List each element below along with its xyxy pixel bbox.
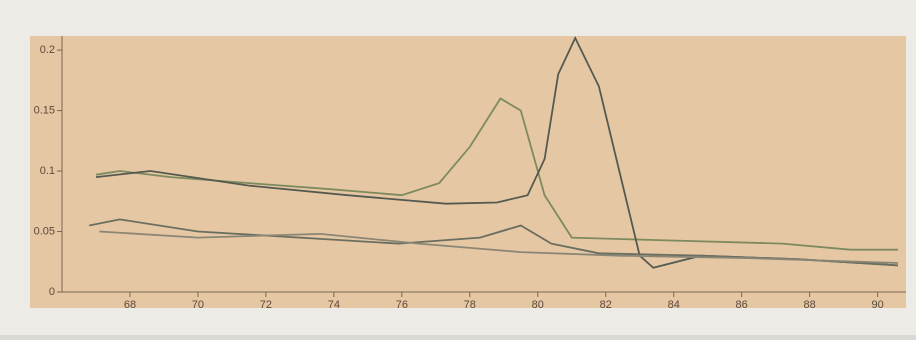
- x-tick-label: 72: [260, 299, 272, 311]
- chart: 0 0.05 0.1 0.15 0.2 68 70 72 74 76 78 80 82 84 86 88 90: [0, 0, 916, 335]
- x-tick-label: 88: [804, 299, 816, 311]
- x-tick-label: 86: [736, 299, 748, 311]
- x-tick-label: 80: [532, 299, 544, 311]
- x-tick-label: 84: [668, 299, 680, 311]
- x-tick-label: 82: [600, 299, 612, 311]
- y-tick-label: 0.15: [34, 104, 55, 116]
- page: 00.050.10.150.2687072747678808284868890 …: [0, 0, 916, 340]
- x-tick-label: 74: [328, 299, 340, 311]
- x-tick-label: 90: [871, 299, 883, 311]
- y-tick-label: 0: [49, 286, 55, 298]
- y-tick-label: 0.1: [40, 165, 55, 177]
- x-tick-label: 78: [464, 299, 476, 311]
- y-tick-label: 0.2: [40, 44, 55, 56]
- x-tick-label: 70: [192, 299, 204, 311]
- x-tick-label: 68: [124, 299, 136, 311]
- x-tick-label: 76: [396, 299, 408, 311]
- y-tick-label: 0.05: [34, 225, 55, 237]
